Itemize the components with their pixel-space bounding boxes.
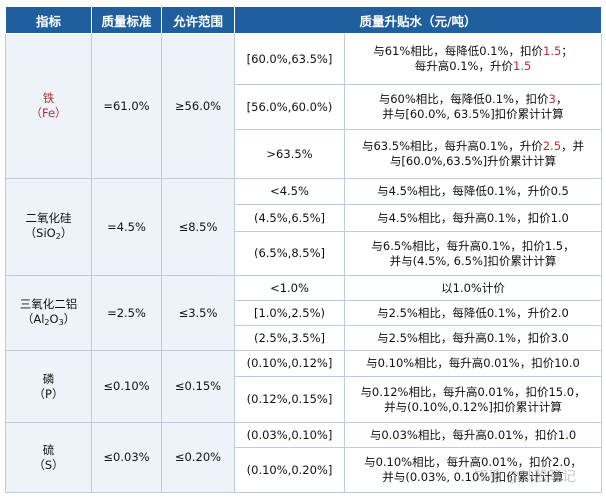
table-row: 磷 （P） ≤0.10% ≤0.15% (0.10%,0.12%] 与0.10%… xyxy=(5,350,603,423)
table-row: (0.10%,0.20%] 与0.10%相比，每升高0.01%，扣价2.0， 并… xyxy=(6,447,603,493)
adjustment-cell: 与61%相比，每降低0.1%，扣价1.5； 每升高0.1%，升价1.5 xyxy=(343,33,603,85)
adjustment-cell: 与6.5%相比，每升高0.1%，扣价1.5， 并与(4.5%, 6.5%]扣价累… xyxy=(343,231,603,276)
adjustment-cell: 以1.0%计价 xyxy=(343,275,603,301)
adjustment-text: 并与[60.0%, 63.5%]扣价累计计算 xyxy=(382,107,564,121)
header-row: 指标 质量标准 允许范围 质量升贴水（元/吨） xyxy=(5,6,603,34)
standard-value: =2.5% xyxy=(91,275,162,351)
adjustment-cell: 与63.5%相比，每升高0.1%，升价2.5，并 与[60.0%,63.5%]升… xyxy=(343,129,603,179)
adjustment-text: ， xyxy=(555,92,568,107)
adjustment-text: 与0.12%相比，每升高0.01%，扣价15.0， xyxy=(360,384,586,399)
header-adjustment: 质量升贴水（元/吨） xyxy=(233,6,603,34)
mineral-symbol: （P） xyxy=(33,386,64,401)
mineral-name: 二氧化硅 xyxy=(25,211,72,226)
adjustment-cell: 与2.5%相比，每升高0.1%，扣价3.0 xyxy=(343,325,603,351)
standard-value: =61.0% xyxy=(91,33,162,179)
range-cell: [56.0%,60.0%) xyxy=(234,84,345,130)
standard-value: ≤0.10% xyxy=(91,350,162,423)
adjustment-number: 1.5 xyxy=(543,44,562,59)
adjustment-number: 2.5 xyxy=(542,139,562,154)
mineral-sio2: 二氧化硅 （SiO2） xyxy=(5,178,92,276)
adjustment-text: 与0.10%相比，每升高0.01%，扣价2.0， xyxy=(364,455,582,470)
adjustment-text: 每升高0.1%，升价 xyxy=(414,59,513,73)
range-cell: <1.0% xyxy=(234,275,345,301)
mineral-symbol: （S） xyxy=(33,457,64,472)
standard-value: =4.5% xyxy=(91,178,162,276)
mineral-name: 磷 xyxy=(42,371,55,386)
adjustment-number: 1.5 xyxy=(512,59,532,73)
adjustment-number: 3 xyxy=(548,92,556,107)
range-cell: >63.5% xyxy=(234,129,345,179)
table-row: (2.5%,3.5%] 与2.5%相比，每升高0.1%，扣价3.0 xyxy=(6,325,603,351)
adjustment-text: 并与(4.5%, 6.5%]扣价累计计算 xyxy=(389,253,557,268)
header-standard: 质量标准 xyxy=(91,6,162,34)
mineral-symbol: （SiO2） xyxy=(24,226,73,242)
allowed-range: ≤3.5% xyxy=(161,275,235,351)
table-row: (6.5%,8.5%] 与6.5%相比，每升高0.1%，扣价1.5， 并与(4.… xyxy=(6,231,603,276)
adjustment-cell: 与2.5%相比，每降低0.1%，升价2.0 xyxy=(343,300,603,326)
table-row: 硫 （S） ≤0.03% ≤0.20% (0.03%,0.10%] 与0.03%… xyxy=(5,422,603,493)
adjustment-cell: 与0.12%相比，每升高0.01%，扣价15.0， 并与(0.10%,0.12%… xyxy=(343,376,603,423)
allowed-range: ≤0.15% xyxy=(161,350,235,423)
header-allowed: 允许范围 xyxy=(161,6,235,34)
adjustment-cell: 与4.5%相比，每升高0.1%，扣价1.0 xyxy=(343,204,603,232)
mineral-fe: 铁 （Fe） xyxy=(5,33,92,179)
adjustment-text: 并与(0.03%, 0.10%]扣价累计计算 xyxy=(382,470,564,484)
mineral-al2o3: 三氧化二铝 （Al2O3） xyxy=(5,275,92,351)
adjustment-text: ； xyxy=(561,44,573,59)
range-cell: <4.5% xyxy=(234,178,345,205)
range-cell: [60.0%,63.5%] xyxy=(234,33,345,85)
mineral-name: 硫 xyxy=(42,442,55,457)
table-row: [1.0%,2.5%) 与2.5%相比，每降低0.1%，升价2.0 xyxy=(6,300,603,326)
range-cell: (0.03%,0.10%] xyxy=(234,422,345,448)
range-cell: (6.5%,8.5%] xyxy=(234,231,345,276)
adjustment-cell: 与60%相比，每降低0.1%，扣价3， 并与[60.0%, 63.5%]扣价累计… xyxy=(343,84,603,130)
adjustment-cell: 与0.03%相比，每升高0.01%，扣价1.0 xyxy=(343,422,603,448)
mineral-name: 铁 xyxy=(42,91,55,106)
mineral-s: 硫 （S） xyxy=(5,422,92,493)
adjustment-text: 与61%相比，每降低0.1%，扣价 xyxy=(373,44,543,59)
range-cell: (0.12%,0.15%] xyxy=(234,376,345,423)
adjustment-cell: 与0.10%相比，每升高0.01%，扣价10.0 xyxy=(343,350,603,377)
table-row: [56.0%,60.0%) 与60%相比，每降低0.1%，扣价3， 并与[60.… xyxy=(6,84,603,130)
mineral-symbol: （Al2O3） xyxy=(21,312,76,328)
adjustment-text: 与[60.0%,63.5%]升价累计计算 xyxy=(389,154,557,168)
mineral-name: 三氧化二铝 xyxy=(19,297,78,312)
adjustment-text: 与63.5%相比，每升高0.1%，升价 xyxy=(361,139,543,154)
range-cell: [1.0%,2.5%) xyxy=(234,300,345,326)
adjustment-text: 与60%相比，每降低0.1%，扣价 xyxy=(378,92,549,107)
adjustment-text: 并与(0.10%,0.12%]扣价累计计算 xyxy=(384,399,562,414)
adjustment-cell: 与0.10%相比，每升高0.01%，扣价2.0， 并与(0.03%, 0.10%… xyxy=(343,447,603,493)
allowed-range: ≤8.5% xyxy=(161,178,235,276)
table-row: 二氧化硅 （SiO2） =4.5% ≤8.5% <4.5% 与4.5%相比，每降… xyxy=(5,178,603,276)
table-row: >63.5% 与63.5%相比，每升高0.1%，升价2.5，并 与[60.0%,… xyxy=(6,129,603,179)
range-cell: (0.10%,0.20%] xyxy=(234,447,345,493)
allowed-range: ≤0.20% xyxy=(161,422,235,493)
range-cell: (0.10%,0.12%] xyxy=(234,350,345,377)
table-row: (4.5%,6.5%] 与4.5%相比，每升高0.1%，扣价1.0 xyxy=(6,204,603,232)
allowed-range: ≥56.0% xyxy=(161,33,235,179)
adjustment-text: 与6.5%相比，每升高0.1%，扣价1.5， xyxy=(371,238,575,253)
adjustment-text: ，并 xyxy=(561,139,585,154)
mineral-p: 磷 （P） xyxy=(5,350,92,423)
quality-adjustment-table: 指标 质量标准 允许范围 质量升贴水（元/吨） 铁 （Fe） =61.0% ≥5… xyxy=(5,6,603,493)
table-row: 三氧化二铝 （Al2O3） =2.5% ≤3.5% <1.0% 以1.0%计价 xyxy=(5,275,603,351)
adjustment-cell: 与4.5%相比，每降低0.1%，升价0.5 xyxy=(343,178,603,205)
mineral-symbol: （Fe） xyxy=(30,106,67,120)
range-cell: (4.5%,6.5%] xyxy=(234,204,345,232)
table-row: (0.12%,0.15%] 与0.12%相比，每升高0.01%，扣价15.0， … xyxy=(6,376,603,423)
range-cell: (2.5%,3.5%] xyxy=(234,325,345,351)
header-indicator: 指标 xyxy=(5,6,92,34)
table-row: 铁 （Fe） =61.0% ≥56.0% [60.0%,63.5%] 与61%相… xyxy=(5,33,603,179)
standard-value: ≤0.03% xyxy=(91,422,162,493)
